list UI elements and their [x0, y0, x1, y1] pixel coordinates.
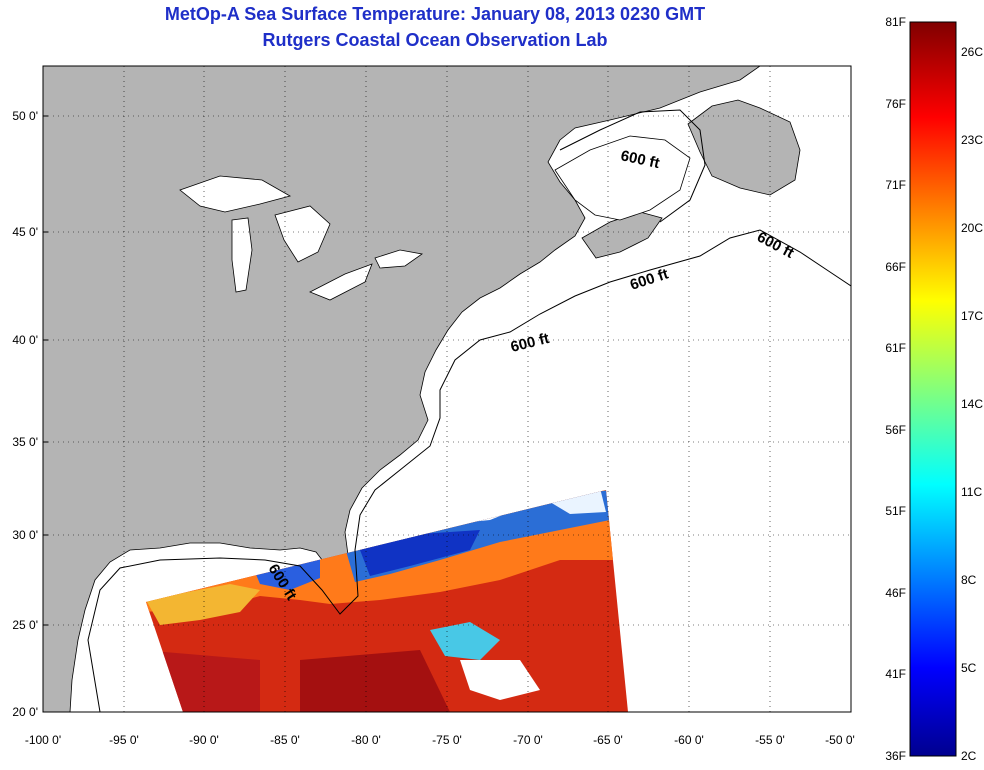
lon-tick-label: -60 0'	[674, 733, 704, 747]
plot-frame	[42, 65, 852, 713]
lon-tick-label: -95 0'	[109, 733, 139, 747]
lon-tick-label: -85 0'	[270, 733, 300, 747]
map-title: MetOp-A Sea Surface Temperature: January…	[164, 4, 706, 24]
lat-tick-label: 25 0'	[12, 618, 38, 632]
colorbar-c-label: 11C	[961, 485, 982, 499]
lat-axis: 20 0' 25 0' 30 0' 35 0' 40 0' 45 0' 50 0…	[12, 109, 48, 719]
600ft-contour-line	[87, 229, 851, 712]
land-newfoundland	[687, 99, 801, 196]
lake-erie	[309, 263, 373, 301]
colorbar-c-label: 17C	[961, 309, 983, 323]
colorbar-c-label: 20C	[961, 221, 983, 235]
lat-tick-label: 30 0'	[12, 528, 38, 542]
lon-tick-label: -50 0'	[825, 733, 855, 747]
lake-michigan	[231, 217, 253, 293]
colorbar-c-label: 8C	[961, 573, 977, 587]
lon-tick-label: -90 0'	[189, 733, 219, 747]
lat-tick-label: 40 0'	[12, 333, 38, 347]
600ft-contour-north	[559, 109, 706, 223]
colorbar-c-label: 14C	[961, 397, 983, 411]
colorbar-f-label: 81F	[885, 15, 906, 29]
lat-tick-label: 35 0'	[12, 435, 38, 449]
colorbar-gradient	[909, 21, 957, 757]
colorbar-c-label: 26C	[961, 45, 983, 59]
colorbar-c-label: 23C	[961, 133, 983, 147]
colorbar-f-label: 76F	[885, 97, 906, 111]
lake-huron	[274, 205, 331, 263]
colorbar-f-label: 46F	[885, 586, 906, 600]
colorbar-f-label: 56F	[885, 423, 906, 437]
land-nova-scotia	[581, 211, 663, 259]
lon-tick-label: -65 0'	[593, 733, 623, 747]
gulf-st-lawrence	[554, 135, 691, 221]
colorbar-c-label: 2C	[961, 749, 977, 763]
lat-tick-label: 50 0'	[12, 109, 38, 123]
colorbar-c-label: 5C	[961, 661, 977, 675]
lon-tick-label: -55 0'	[755, 733, 785, 747]
colorbar-f-label: 51F	[885, 504, 906, 518]
colorbar: 36F 41F 46F 51F 56F 61F 66F 71F 76F 81F …	[885, 15, 983, 763]
lake-ontario	[374, 249, 424, 269]
colorbar-f-label: 66F	[885, 260, 906, 274]
lon-tick-label: -75 0'	[432, 733, 462, 747]
land-mass	[43, 66, 761, 712]
colorbar-f-label: 36F	[885, 749, 906, 763]
colorbar-fahrenheit-labels: 36F 41F 46F 51F 56F 61F 66F 71F 76F 81F	[885, 15, 906, 763]
colorbar-celsius-labels: 2C 5C 8C 11C 14C 17C 20C 23C 26C	[961, 45, 983, 763]
lat-tick-label: 45 0'	[12, 225, 38, 239]
lon-tick-label: -70 0'	[513, 733, 543, 747]
lon-tick-label: -100 0'	[25, 733, 61, 747]
colorbar-f-label: 41F	[885, 667, 906, 681]
colorbar-f-label: 61F	[885, 341, 906, 355]
lon-tick-label: -80 0'	[351, 733, 381, 747]
map-subtitle: Rutgers Coastal Ocean Observation Lab	[262, 30, 608, 50]
colorbar-f-label: 71F	[885, 178, 906, 192]
lat-tick-label: 20 0'	[12, 705, 38, 719]
lon-axis: -100 0' -95 0' -90 0' -85 0' -80 0' -75 …	[25, 733, 855, 747]
